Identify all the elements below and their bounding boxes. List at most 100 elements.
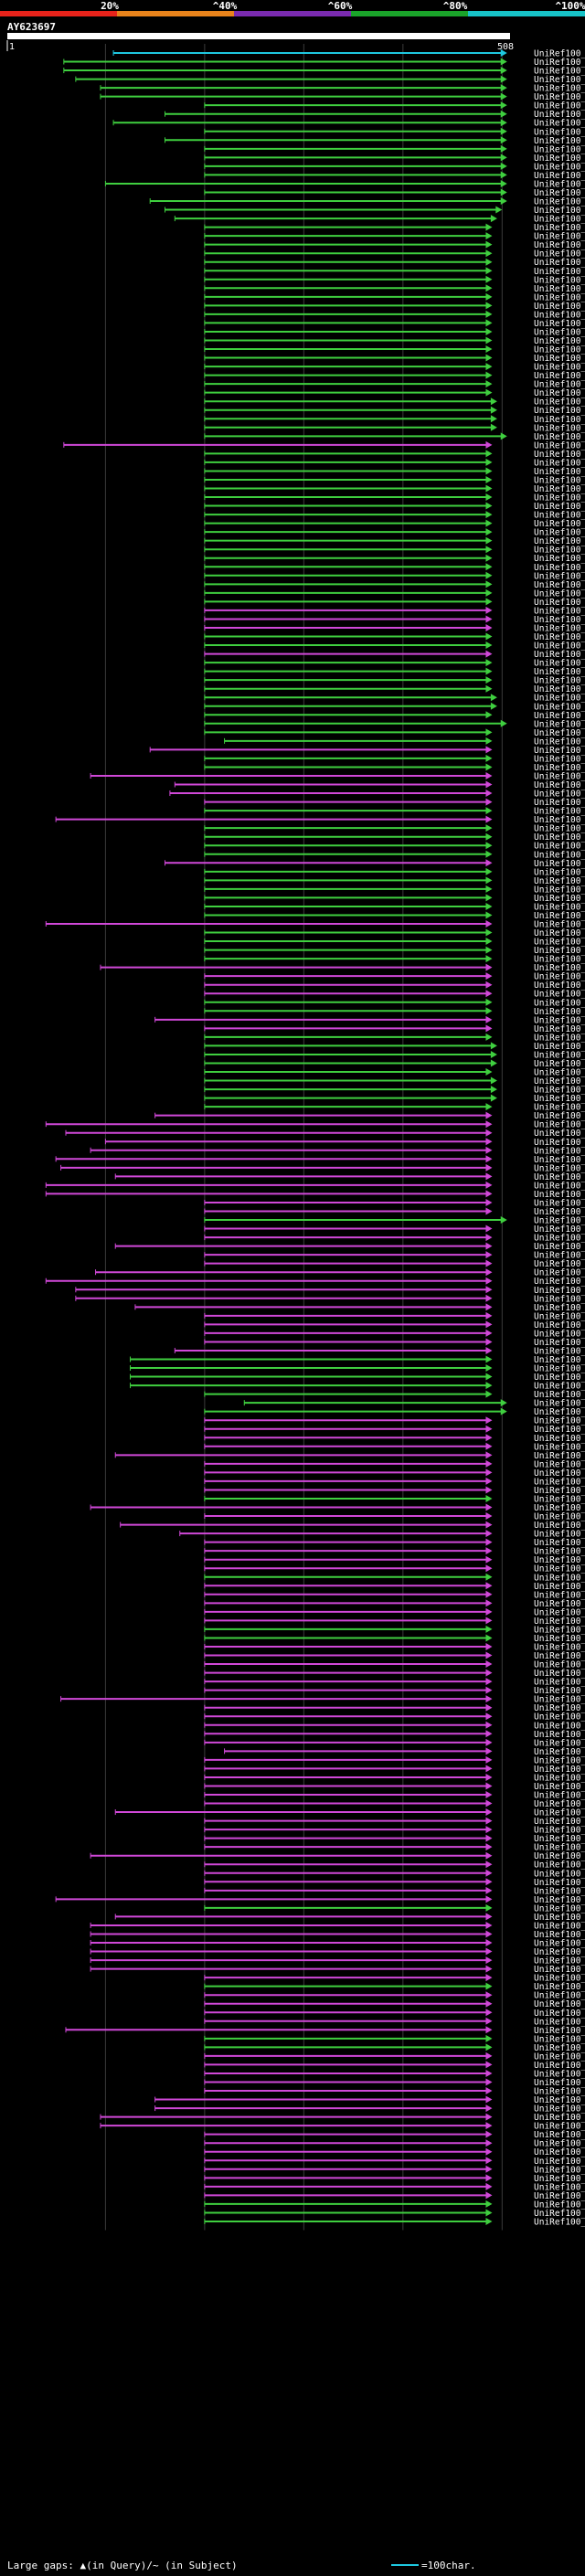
hit-row: UniRef100_B8A1K8 <box>75 1286 585 1296</box>
hit-label: UniRef100_P00242 <box>534 1782 585 1792</box>
hit-label: UniRef100_C1MA97 <box>534 206 585 216</box>
hit-arrow-head <box>485 842 493 850</box>
hit-arrow-head <box>485 2157 493 2165</box>
scale-start-label: 1 <box>9 42 15 52</box>
hit-label: UniRef100_C7QQJ3 <box>534 1834 585 1844</box>
hit-label: UniRef100_B5W0D9 <box>534 2078 585 2088</box>
hit-row: UniRef100_P00245 <box>204 1198 585 1208</box>
hit-label: UniRef100_Q76510 <box>534 1303 585 1313</box>
hit-label: UniRef100_A8G6S3 <box>534 1059 585 1069</box>
hit-arrow-head <box>485 1538 493 1546</box>
hit-label: UniRef100_B6UDN4 <box>534 1190 585 1200</box>
hit-arrow-head <box>485 615 493 623</box>
hit-arrow-head <box>500 110 507 118</box>
hit-arrow-head <box>485 267 493 275</box>
hit-label: UniRef100_Q9AUE1 <box>534 440 585 451</box>
hit-row: UniRef100_A0T0C8 <box>204 1651 585 1661</box>
hit-arrow-head <box>485 1851 493 1860</box>
hit-label: UniRef100_A9B352 <box>534 336 585 346</box>
hit-row: UniRef100_A4HAN6 <box>204 1860 585 1871</box>
hit-arrow-head <box>485 859 493 867</box>
hit-arrow-head <box>485 371 493 379</box>
hit-label: UniRef100_B4WF32 <box>534 554 585 564</box>
hit-row: UniRef100_Q8DLK4 <box>204 1817 585 1827</box>
hit-row: UniRef100_B9HYS9 <box>204 2217 585 2227</box>
hit-label: UniRef100_Q9N7H <box>534 1015 585 1025</box>
hit-label: UniRef100_UPI000... <box>534 1895 585 1905</box>
hit-row: UniRef100_C7QD85 <box>204 1050 585 1060</box>
hit-row: UniRef100_Q8MPF8 <box>174 1346 585 1356</box>
hit-row: UniRef100_Q01700 <box>204 484 585 494</box>
hit-label: UniRef100_A2BYS9 <box>534 946 585 956</box>
hit-label: UniRef100_P27320 <box>534 1390 585 1400</box>
hit-arrow-head <box>485 1921 493 1929</box>
hit-label: UniRef100_P00244 <box>534 798 585 808</box>
hit-arrow-head <box>500 1407 507 1415</box>
hit-label: UniRef100_C7QNW8 <box>534 380 585 390</box>
hit-arrow-head <box>485 1755 493 1764</box>
hit-row: UniRef100_P0A3D2 <box>204 1251 585 1261</box>
hit-label: UniRef100_A2BS35 <box>534 807 585 817</box>
hit-arrow-head <box>485 388 493 397</box>
hit-arrow-head <box>485 1956 493 1965</box>
hit-label: UniRef100_B5IQY4 <box>534 536 585 546</box>
hit-row: UniRef100_A0YY94 <box>204 1564 585 1574</box>
hit-arrow-head <box>485 302 493 310</box>
hit-arrow-head <box>485 1068 493 1076</box>
hit-arrow-head <box>485 1303 493 1311</box>
hit-arrow-head <box>490 694 497 702</box>
hit-row: UniRef100_C6SVS3 <box>100 2113 585 2123</box>
hit-label: UniRef100_C1EBM0 <box>534 215 585 225</box>
hit-row: UniRef100_P68163 <box>204 1791 585 1801</box>
hit-label: UniRef100_P00253 <box>534 563 585 573</box>
legend-scale-note: =100char. <box>421 2560 476 2571</box>
hit-row: UniRef100_Q318U3 <box>204 2034 585 2044</box>
hit-label: UniRef100_B8A1K8 <box>534 1286 585 1296</box>
hit-label: UniRef100_Q5SS24 <box>534 197 585 207</box>
hit-label: UniRef100_C1FHQ8 <box>534 963 585 973</box>
hit-arrow-head <box>485 1573 493 1581</box>
hit-arrow-head <box>485 2078 493 2086</box>
hit-arrow-head <box>485 1329 493 1337</box>
hit-arrow-head <box>485 363 493 371</box>
hit-label: UniRef100_P01246 <box>534 1024 585 1034</box>
hit-label: UniRef100_B9JL30 <box>534 258 585 268</box>
hit-arrow-head <box>485 850 493 858</box>
hit-row: UniRef100_Q5VBD4 <box>204 650 585 660</box>
hit-arrow-head <box>485 1530 493 1538</box>
hit-label: UniRef100_C6TLB0 <box>534 127 585 137</box>
hit-row: UniRef100_A0YPH5 <box>204 1103 585 1113</box>
hit-label: UniRef100_Q8VYR2 <box>534 223 585 233</box>
hit-arrow-head <box>485 475 493 483</box>
hit-row: UniRef100_B1PDK3 <box>204 1468 585 1479</box>
hit-row: UniRef100_P00248 <box>204 319 585 329</box>
hit-label: UniRef100_Q4VT81 <box>534 1355 585 1365</box>
hit-arrow-head <box>485 1320 493 1329</box>
hit-row: UniRef100_Q7M191 <box>204 327 585 337</box>
hit-label: UniRef100_B9GNE7 <box>534 1364 585 1374</box>
hit-label: UniRef100_P00247 <box>534 606 585 616</box>
hit-arrow-head <box>485 1268 493 1277</box>
hit-label: UniRef100_Q2IA60 <box>534 1738 585 1748</box>
hit-row: UniRef100_P49522 <box>204 1999 585 2009</box>
hit-row: UniRef100_UPI000... <box>63 58 585 68</box>
hit-label: UniRef100_P15789 <box>534 1486 585 1496</box>
hit-row: UniRef100_P0A3B5 <box>204 615 585 625</box>
hit-arrow-head <box>500 136 507 144</box>
hit-arrow-head <box>485 2182 493 2190</box>
hit-row: UniRef100_A2BS35 <box>204 807 585 817</box>
hit-label: UniRef100_P06669 <box>534 1773 585 1783</box>
hit-label: UniRef100_A3I2C5 <box>534 702 585 712</box>
hit-label: UniRef100_A3IN25 <box>534 467 585 477</box>
hit-row: UniRef100_C5VL03 <box>204 1590 585 1600</box>
hit-arrow-head <box>485 928 493 937</box>
hit-label: UniRef100_C5YL84 <box>534 1939 585 1949</box>
hit-label: UniRef100_Q4C5R7 <box>534 1086 585 1096</box>
hit-arrow-head <box>485 467 493 475</box>
hit-arrow-head <box>500 432 507 440</box>
hit-row: UniRef100_B0C8C2 <box>204 1826 585 1836</box>
legend-large-gaps-text: Large gaps: ▲(in Query)/~ (in Subject) <box>7 2560 238 2571</box>
hit-label: UniRef100_Q10MT5 <box>534 1913 585 1923</box>
identity-scale-label: ^40% <box>213 0 238 12</box>
hit-row: UniRef100_A9B352 <box>204 336 585 346</box>
